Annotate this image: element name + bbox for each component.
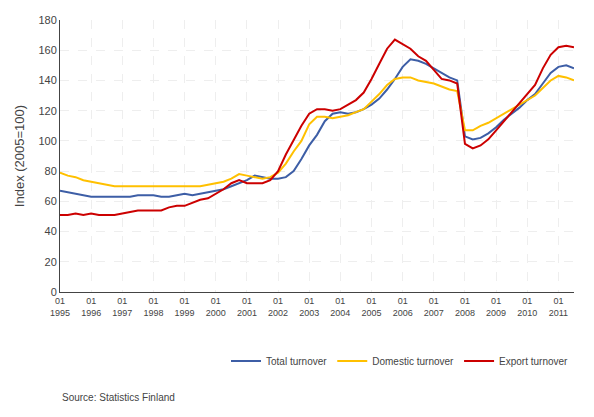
svg-text:40: 40 [45,225,57,237]
svg-text:011999: 011999 [175,296,195,318]
svg-text:80: 80 [45,165,57,177]
svg-text:011996: 011996 [81,296,101,318]
svg-text:160: 160 [38,44,56,56]
svg-text:012003: 012003 [299,296,319,318]
svg-text:012009: 012009 [486,296,506,318]
svg-text:011998: 011998 [143,296,163,318]
svg-text:011997: 011997 [112,296,132,318]
svg-text:012004: 012004 [330,296,350,318]
svg-text:Domestic turnover: Domestic turnover [372,356,454,367]
svg-text:140: 140 [38,74,56,86]
svg-text:0: 0 [51,286,57,298]
svg-text:Total turnover: Total turnover [266,356,327,367]
svg-text:012008: 012008 [455,296,475,318]
svg-text:012007: 012007 [424,296,444,318]
svg-text:012000: 012000 [206,296,226,318]
svg-text:60: 60 [45,195,57,207]
svg-text:Export turnover: Export turnover [499,356,568,367]
svg-text:011995: 011995 [50,296,70,318]
svg-text:012006: 012006 [393,296,413,318]
svg-text:012005: 012005 [362,296,382,318]
svg-text:100: 100 [38,135,56,147]
svg-text:Index (2005=100): Index (2005=100) [12,105,27,207]
svg-text:Source: Statistics Finland: Source: Statistics Finland [62,392,175,403]
svg-text:012001: 012001 [237,296,257,318]
svg-text:012002: 012002 [268,296,288,318]
svg-text:20: 20 [45,256,57,268]
svg-text:120: 120 [38,105,56,117]
svg-text:012011: 012011 [549,296,568,318]
svg-text:180: 180 [38,14,56,26]
svg-text:012010: 012010 [517,296,537,318]
